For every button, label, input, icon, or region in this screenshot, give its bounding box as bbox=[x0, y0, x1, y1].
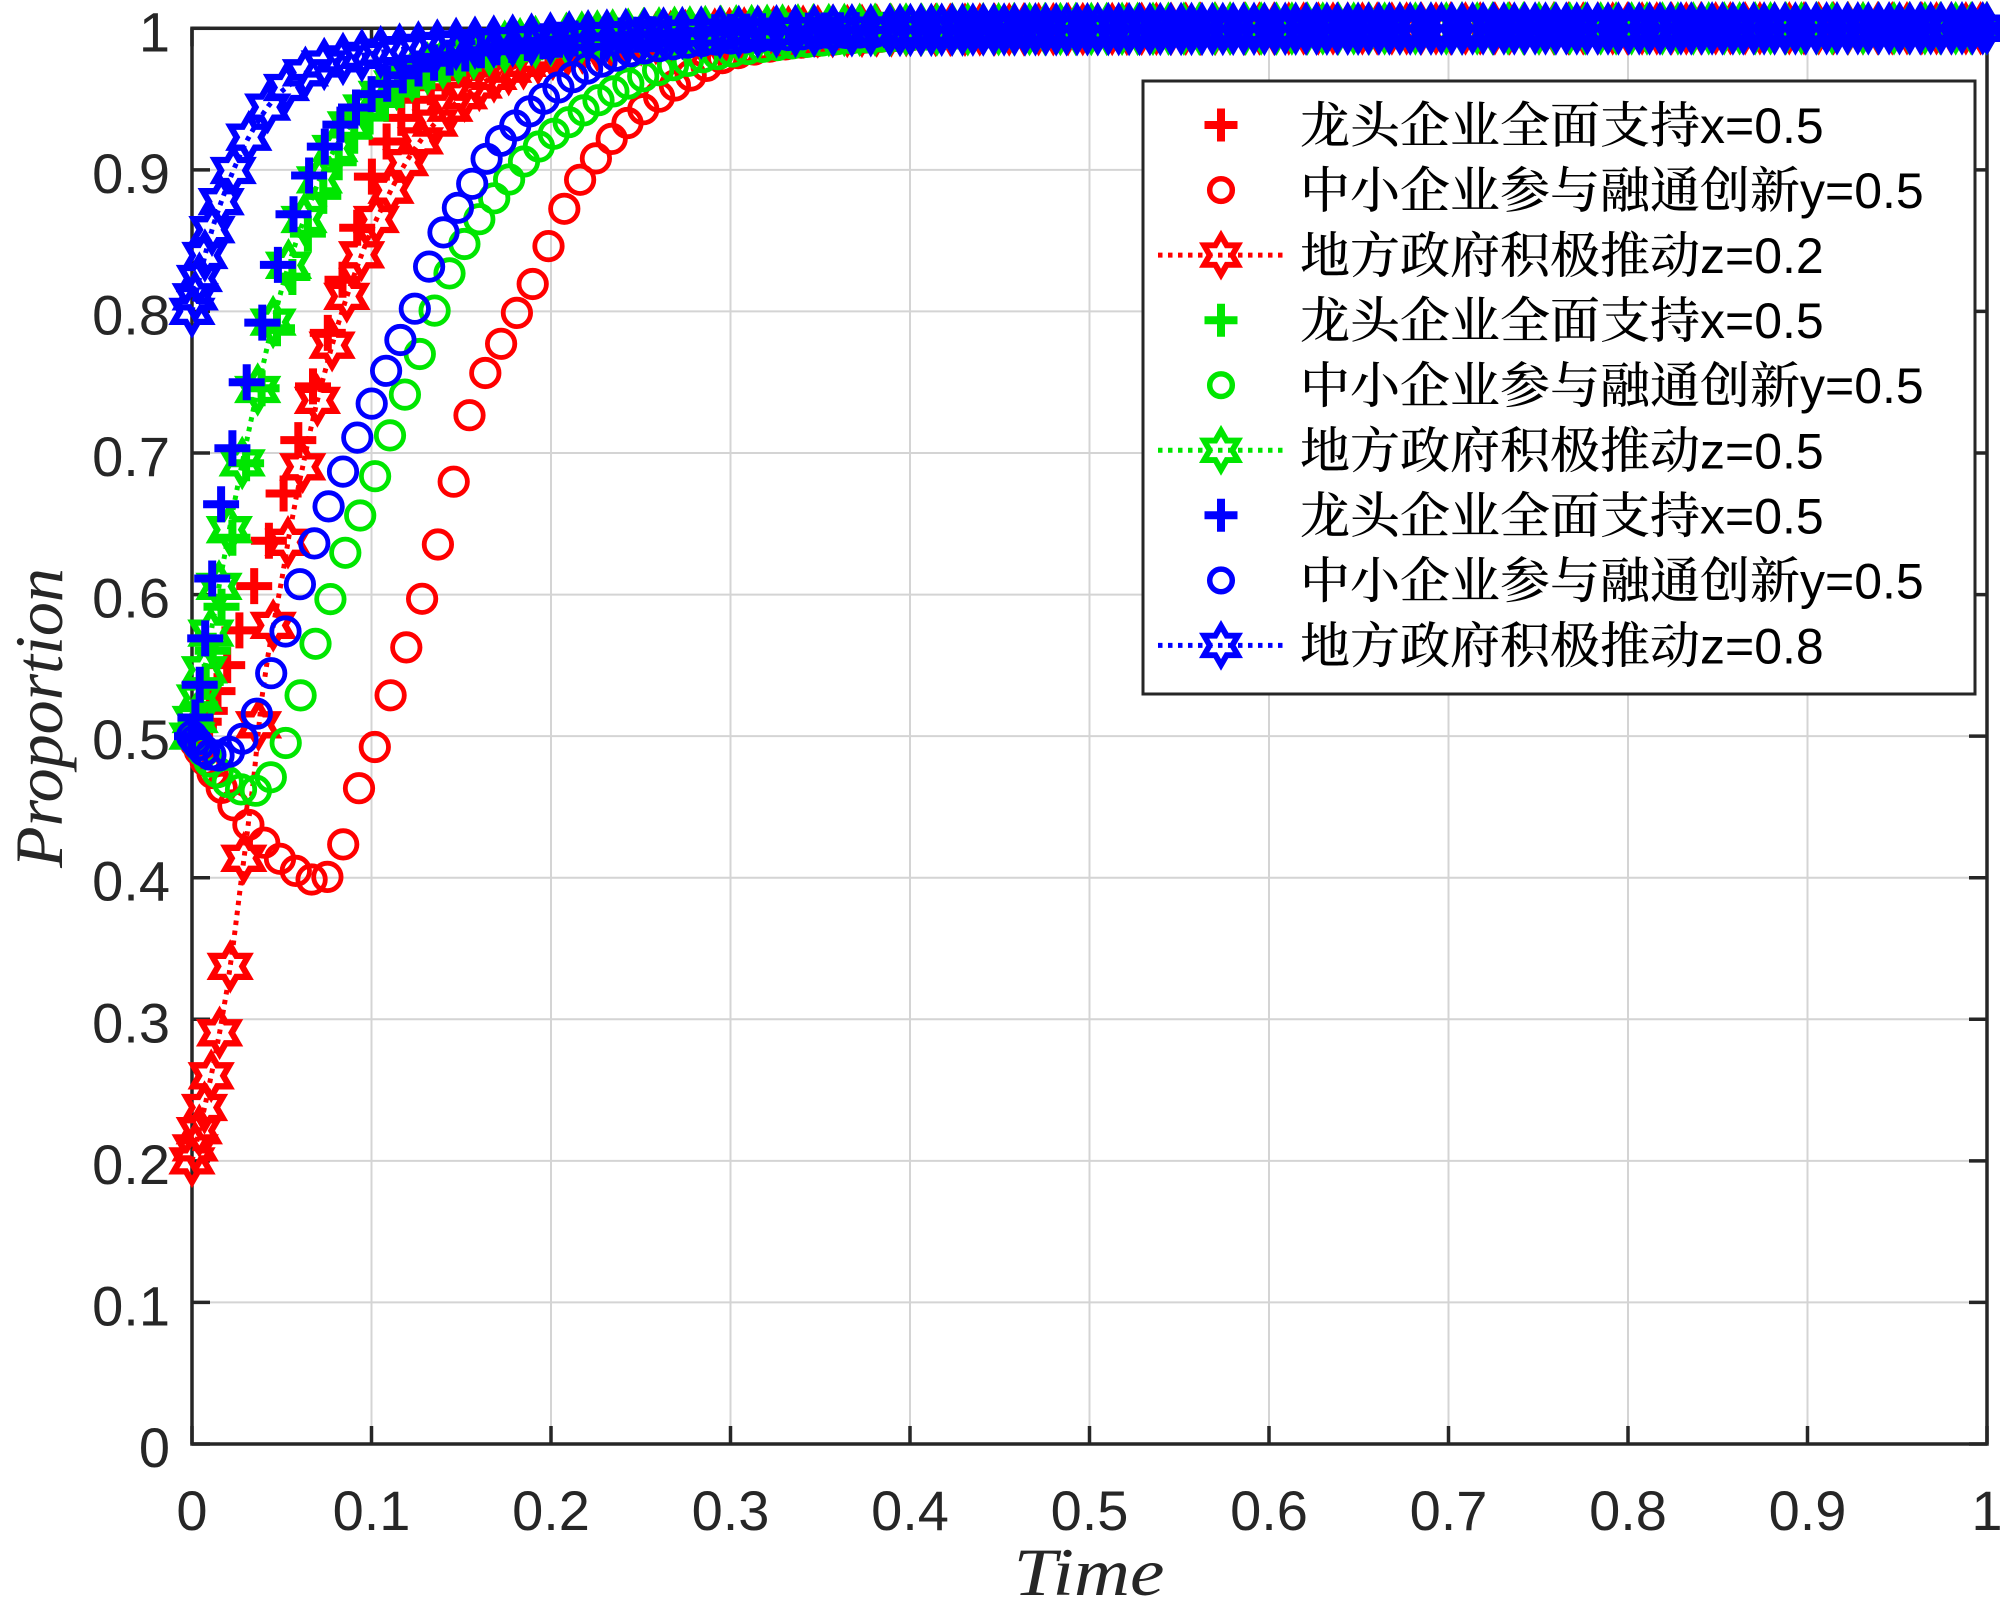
svg-text:0.1: 0.1 bbox=[333, 1479, 411, 1542]
svg-text:0.3: 0.3 bbox=[692, 1479, 770, 1542]
svg-text:0.6: 0.6 bbox=[1230, 1479, 1308, 1542]
svg-text:x=0.5: x=0.5 bbox=[1700, 98, 1824, 154]
svg-text:0: 0 bbox=[139, 1416, 170, 1479]
svg-text:0.2: 0.2 bbox=[512, 1479, 590, 1542]
svg-text:x=0.5: x=0.5 bbox=[1700, 293, 1824, 349]
svg-text:0.7: 0.7 bbox=[1410, 1479, 1488, 1542]
svg-text:y=0.5: y=0.5 bbox=[1800, 553, 1924, 609]
svg-text:0.8: 0.8 bbox=[1589, 1479, 1667, 1542]
svg-text:y=0.5: y=0.5 bbox=[1800, 358, 1924, 414]
svg-text:0.2: 0.2 bbox=[92, 1133, 170, 1196]
svg-text:Time: Time bbox=[1014, 1534, 1165, 1608]
svg-text:0.3: 0.3 bbox=[92, 991, 170, 1054]
svg-text:0.1: 0.1 bbox=[92, 1274, 170, 1337]
svg-text:1: 1 bbox=[1971, 1479, 2000, 1542]
svg-text:0: 0 bbox=[176, 1479, 207, 1542]
svg-text:0.9: 0.9 bbox=[1769, 1479, 1847, 1542]
svg-text:z=0.5: z=0.5 bbox=[1700, 423, 1824, 479]
svg-text:0.8: 0.8 bbox=[92, 283, 170, 346]
svg-text:0.5: 0.5 bbox=[92, 708, 170, 771]
svg-text:0.4: 0.4 bbox=[871, 1479, 949, 1542]
svg-text:z=0.8: z=0.8 bbox=[1700, 618, 1824, 674]
svg-text:0.7: 0.7 bbox=[92, 425, 170, 488]
svg-text:x=0.5: x=0.5 bbox=[1700, 488, 1824, 544]
svg-text:Proportion: Proportion bbox=[1, 568, 77, 869]
svg-text:0.5: 0.5 bbox=[1051, 1479, 1129, 1542]
svg-text:1: 1 bbox=[139, 0, 170, 63]
svg-text:0.6: 0.6 bbox=[92, 567, 170, 630]
svg-text:0.4: 0.4 bbox=[92, 850, 170, 913]
svg-text:0.9: 0.9 bbox=[92, 142, 170, 205]
svg-text:z=0.2: z=0.2 bbox=[1700, 228, 1824, 284]
svg-text:y=0.5: y=0.5 bbox=[1800, 163, 1924, 219]
